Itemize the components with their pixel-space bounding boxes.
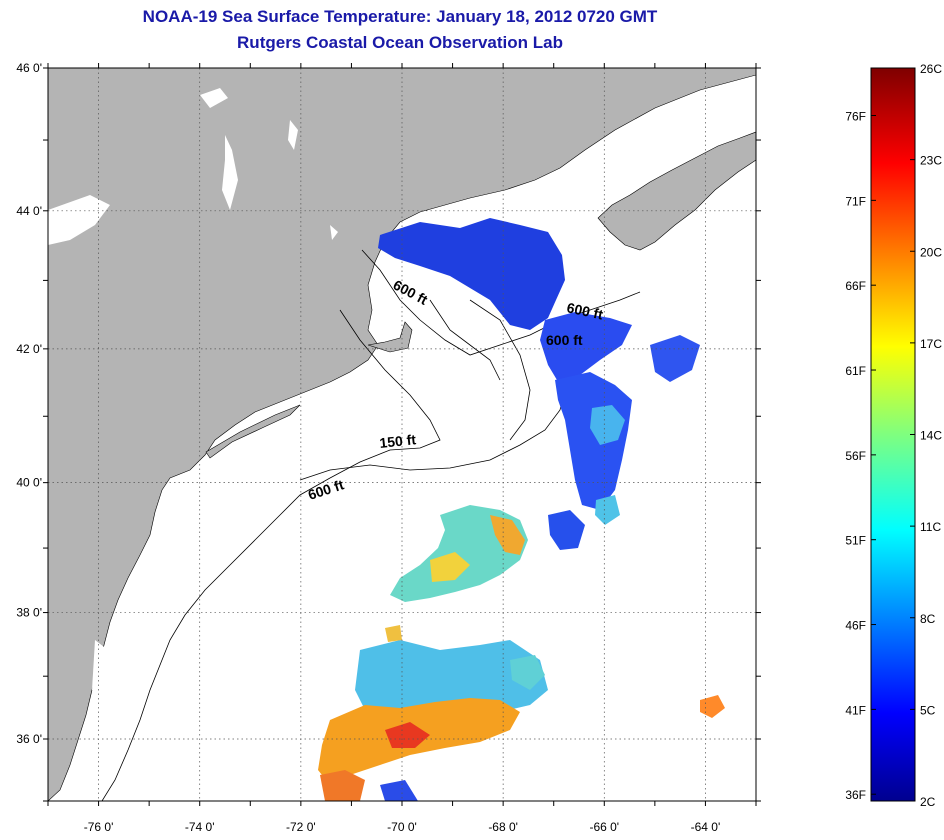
colorbar-celsius-label: 5C: [920, 703, 936, 717]
lon-label: -72 0': [286, 820, 316, 834]
contour-label: 600 ft: [546, 332, 583, 348]
lon-label: -68 0': [488, 820, 518, 834]
contour-label: 600 ft: [565, 299, 604, 322]
lon-label: -66 0': [589, 820, 619, 834]
colorbar-celsius-label: 11C: [920, 520, 941, 534]
lon-label: -64 0': [691, 820, 721, 834]
sst-data-offshore: [318, 505, 725, 801]
colorbar-celsius-label: 14C: [920, 429, 942, 443]
lon-label: -76 0': [84, 820, 114, 834]
contour-label: 150 ft: [379, 431, 417, 451]
depth-contours: [101, 249, 641, 801]
colorbar: [870, 67, 916, 802]
cape-cod: [367, 321, 413, 353]
lon-label: -70 0': [387, 820, 417, 834]
colorbar-fahrenheit-label: 71F: [845, 194, 866, 208]
colorbar-celsius-label: 26C: [920, 62, 942, 76]
colorbar-fahrenheit-label: 41F: [845, 703, 866, 717]
colorbar-fahrenheit-label: 51F: [845, 534, 866, 548]
lat-label: 40 0': [16, 476, 42, 490]
lon-label: -74 0': [185, 820, 215, 834]
inland-water: [48, 88, 338, 740]
colorbar-fahrenheit-label: 56F: [845, 449, 866, 463]
colorbar-celsius-label: 8C: [920, 612, 936, 626]
colorbar-celsius-label: 23C: [920, 154, 942, 168]
colorbar-fahrenheit-label: 76F: [845, 110, 866, 124]
nova-scotia-landmass: [597, 131, 756, 251]
map-subtitle: Rutgers Coastal Ocean Observation Lab: [237, 33, 563, 52]
lat-label: 44 0': [16, 204, 42, 218]
colorbar-celsius-label: 17C: [920, 337, 942, 351]
graticule: [48, 68, 756, 801]
colorbar-celsius-label: 20C: [920, 245, 942, 259]
lat-label: 42 0': [16, 342, 42, 356]
colorbar-labels: 26C 23C 20C 17C 14C 11C 8C 5C 2C 76F 71F 66F 61F 56F 5…: [845, 62, 942, 809]
lat-label: 36 0': [16, 732, 42, 746]
lat-label: 38 0': [16, 606, 42, 620]
sst-data-gulf-of-maine: [378, 218, 700, 550]
latitude-labels: 46 0' 44 0' 42 0' 40 0' 38 0' 36 0': [16, 61, 42, 746]
longitude-labels: -76 0' -74 0' -72 0' -70 0' -68 0' -66 0' -64 …: [84, 820, 721, 834]
colorbar-fahrenheit-label: 66F: [845, 279, 866, 293]
long-island: [205, 404, 301, 459]
colorbar-fahrenheit-label: 36F: [845, 788, 866, 802]
colorbar-fahrenheit-label: 46F: [845, 619, 866, 633]
axis-ticks: [43, 63, 761, 806]
colorbar-fahrenheit-label: 61F: [845, 364, 866, 378]
colorbar-celsius-label: 2C: [920, 795, 936, 809]
lat-label: 46 0': [16, 61, 42, 75]
map-title: NOAA-19 Sea Surface Temperature: January…: [142, 7, 658, 26]
